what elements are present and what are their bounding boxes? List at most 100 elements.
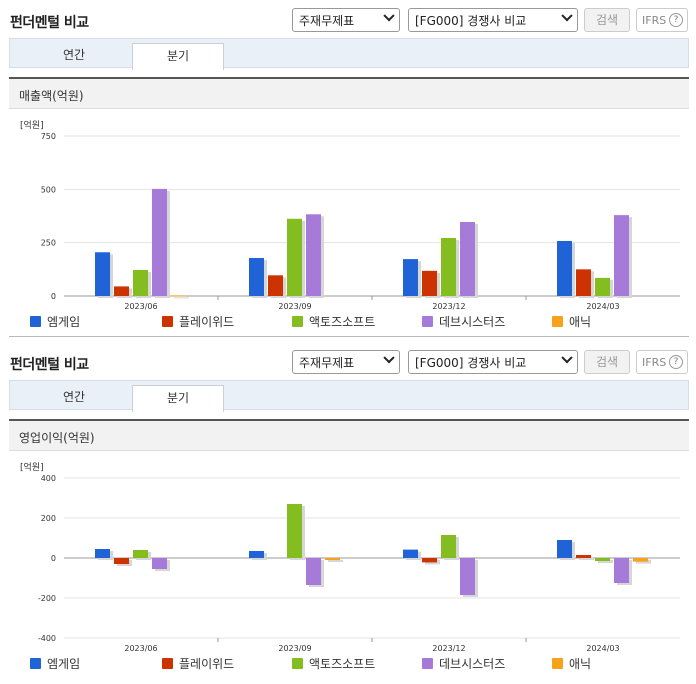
legend-label: 데브시스터즈: [439, 657, 506, 671]
help-icon[interactable]: ?: [669, 355, 683, 369]
bar[interactable]: [422, 270, 437, 296]
bar[interactable]: [403, 549, 418, 558]
bar[interactable]: [576, 269, 591, 296]
ifrs-label: IFRS: [642, 14, 667, 27]
legend-label: 액토즈소프트: [309, 657, 376, 671]
bar[interactable]: [133, 269, 148, 296]
bar[interactable]: [325, 558, 340, 560]
tab-quarterly[interactable]: 분기: [132, 385, 224, 412]
legend-item[interactable]: 플레이위드: [162, 313, 234, 329]
chart-legend: 엠게임 플레이위드 액토즈소프트 데브시스터즈 애닉: [30, 655, 680, 671]
bar[interactable]: [287, 504, 302, 558]
legend-item[interactable]: 애닉: [552, 655, 591, 671]
legend-label: 데브시스터즈: [439, 315, 506, 329]
ifrs-button[interactable]: IFRS ?: [636, 350, 688, 374]
bar[interactable]: [114, 286, 129, 296]
bar[interactable]: [249, 258, 264, 296]
search-button[interactable]: 검색: [584, 8, 630, 32]
period-tabs: 연간 분기: [9, 38, 689, 70]
bar[interactable]: [268, 275, 283, 296]
section-bottom-line: [9, 336, 689, 337]
bar[interactable]: [557, 540, 572, 558]
statement-select[interactable]: 주재무제표: [292, 8, 400, 32]
revenue-bar-chart: 0 250 500 750 2023/06 2023/09 2023/12 2024/03: [41, 132, 680, 311]
bar[interactable]: [403, 259, 418, 296]
compare-select[interactable]: [FG000] 경쟁사 비교: [408, 8, 578, 32]
bar[interactable]: [422, 558, 437, 563]
help-icon[interactable]: ?: [669, 13, 683, 27]
bar[interactable]: [576, 555, 591, 558]
legend-swatch: [292, 316, 303, 327]
bar[interactable]: [614, 558, 629, 583]
legend-swatch: [162, 316, 173, 327]
legend-swatch: [552, 316, 563, 327]
compare-select-value: [FG000] 경쟁사 비교: [415, 14, 527, 28]
legend-swatch: [422, 316, 433, 327]
bar[interactable]: [133, 550, 148, 558]
search-button[interactable]: 검색: [584, 350, 630, 374]
legend-item[interactable]: 애닉: [552, 313, 591, 329]
legend-label: 액토즈소프트: [309, 315, 376, 329]
tab-annual[interactable]: 연간: [62, 390, 86, 404]
bar-shadow: [174, 297, 189, 299]
y-tick-label: -400: [38, 634, 56, 643]
y-tick-label: 0: [51, 292, 56, 301]
bar-shadow: [636, 560, 651, 564]
bar[interactable]: [441, 535, 456, 558]
legend-item[interactable]: 엠게임: [30, 313, 80, 329]
section-divider: [9, 77, 689, 79]
bar[interactable]: [460, 558, 475, 595]
y-tick-label: 400: [41, 474, 56, 483]
bar[interactable]: [441, 237, 456, 296]
bar[interactable]: [306, 558, 321, 585]
bar[interactable]: [633, 558, 648, 562]
statement-select[interactable]: 주재무제표: [292, 350, 400, 374]
chart-header: 매출액(억원): [9, 79, 689, 109]
legend-item[interactable]: 엠게임: [30, 655, 80, 671]
period-tabs: 연간 분기: [9, 380, 689, 412]
ifrs-label: IFRS: [642, 356, 667, 369]
legend-item[interactable]: 데브시스터즈: [422, 655, 505, 671]
legend-item[interactable]: 플레이위드: [162, 655, 234, 671]
legend-label: 플레이위드: [179, 315, 235, 329]
y-unit-label: [억원]: [20, 463, 44, 473]
legend-label: 애닉: [569, 315, 592, 329]
legend-item[interactable]: 데브시스터즈: [422, 313, 505, 329]
panel-header: 펀더멘털 비교 주재무제표 [FG000] 경쟁사 비교 검색 IFRS ?: [0, 342, 696, 380]
bar[interactable]: [460, 221, 475, 296]
legend-item[interactable]: 액토즈소프트: [292, 655, 375, 671]
bar[interactable]: [614, 215, 629, 296]
bar[interactable]: [595, 277, 610, 296]
tab-quarterly[interactable]: 분기: [132, 43, 224, 70]
statement-select-value: 주재무제표: [299, 356, 355, 370]
statement-select-value: 주재무제표: [299, 14, 355, 28]
chart-title: 영업이익(억원): [19, 431, 95, 445]
tab-annual[interactable]: 연간: [62, 48, 86, 62]
legend-swatch: [292, 658, 303, 669]
operating-income-bar-chart: -400 -200 0 200 400 2023/06 2023/09 2023/12 2024…: [38, 474, 680, 653]
bar[interactable]: [152, 188, 167, 296]
bar[interactable]: [95, 549, 110, 558]
bar[interactable]: [95, 252, 110, 296]
x-tick-label: 2023/09: [278, 302, 311, 311]
bar[interactable]: [287, 218, 302, 296]
bar[interactable]: [152, 558, 167, 569]
bar[interactable]: [171, 295, 186, 297]
legend-label: 엠게임: [47, 657, 81, 671]
legend-item[interactable]: 액토즈소프트: [292, 313, 375, 329]
y-unit-label: [억원]: [20, 121, 44, 131]
ifrs-button[interactable]: IFRS ?: [636, 8, 688, 32]
compare-select[interactable]: [FG000] 경쟁사 비교: [408, 350, 578, 374]
x-tick-label: 2023/06: [124, 302, 157, 311]
bar[interactable]: [595, 558, 610, 561]
bar[interactable]: [114, 558, 129, 564]
x-tick-label: 2024/03: [586, 644, 619, 653]
bar-shadow: [579, 557, 594, 560]
bar[interactable]: [249, 551, 264, 558]
y-tick-label: 500: [41, 185, 56, 194]
legend-swatch: [30, 316, 41, 327]
bar[interactable]: [557, 240, 572, 296]
panel-title: 펀더멘털 비교: [10, 15, 89, 31]
bar[interactable]: [306, 214, 321, 296]
chart-header: 영업이익(억원): [9, 421, 689, 451]
